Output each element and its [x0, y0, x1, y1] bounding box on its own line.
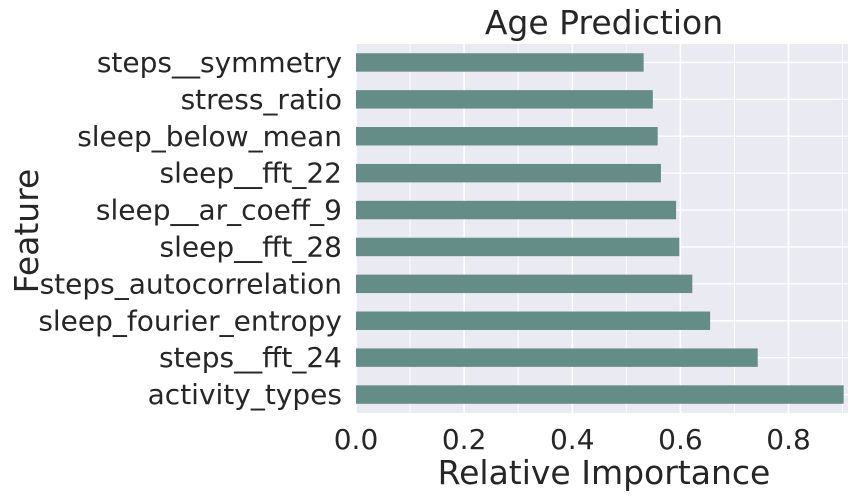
x-tick-label: 0.4	[550, 423, 595, 456]
bar-sleep__ar_coeff_9	[356, 200, 677, 220]
chart-title: Age Prediction	[485, 3, 723, 42]
x-tick-label: 0.8	[766, 423, 811, 456]
bars	[356, 53, 844, 404]
bar-sleep__fft_28	[356, 237, 680, 257]
bar-sleep_below_mean	[356, 127, 658, 146]
bar-steps__fft_24	[356, 348, 758, 367]
y-tick-label: sleep_fourier_entropy	[38, 304, 342, 337]
y-tick-label: steps_autocorrelation	[40, 267, 342, 300]
bar-activity_types	[356, 385, 844, 404]
x-tick-label: 0.0	[334, 423, 379, 456]
y-tick-label: sleep__fft_28	[160, 230, 343, 263]
bar-sleep_fourier_entropy	[356, 311, 711, 330]
y-tick-label: sleep__fft_22	[160, 157, 343, 190]
x-tick-labels: 0.0 0.2 0.4 0.6 0.8	[334, 423, 811, 456]
x-tick-label: 0.6	[658, 423, 703, 456]
y-tick-label: stress_ratio	[181, 83, 342, 116]
y-tick-label: steps__symmetry	[97, 46, 342, 79]
y-tick-label: sleep_below_mean	[77, 120, 342, 153]
y-tick-label: steps__fft_24	[159, 341, 342, 374]
bar-sleep__fft_22	[356, 163, 661, 183]
bar-stress_ratio	[356, 90, 653, 109]
y-axis-label: Feature	[7, 169, 46, 294]
y-tick-labels: steps__symmetry stress_ratio sleep_below_m…	[38, 46, 342, 411]
x-tick-label: 0.2	[442, 423, 487, 456]
x-axis-label: Relative Importance	[438, 453, 771, 492]
y-tick-label: activity_types	[148, 378, 342, 411]
bar-steps__symmetry	[356, 53, 644, 72]
bar-steps_autocorrelation	[356, 274, 693, 294]
y-tick-label: sleep__ar_coeff_9	[96, 194, 342, 227]
